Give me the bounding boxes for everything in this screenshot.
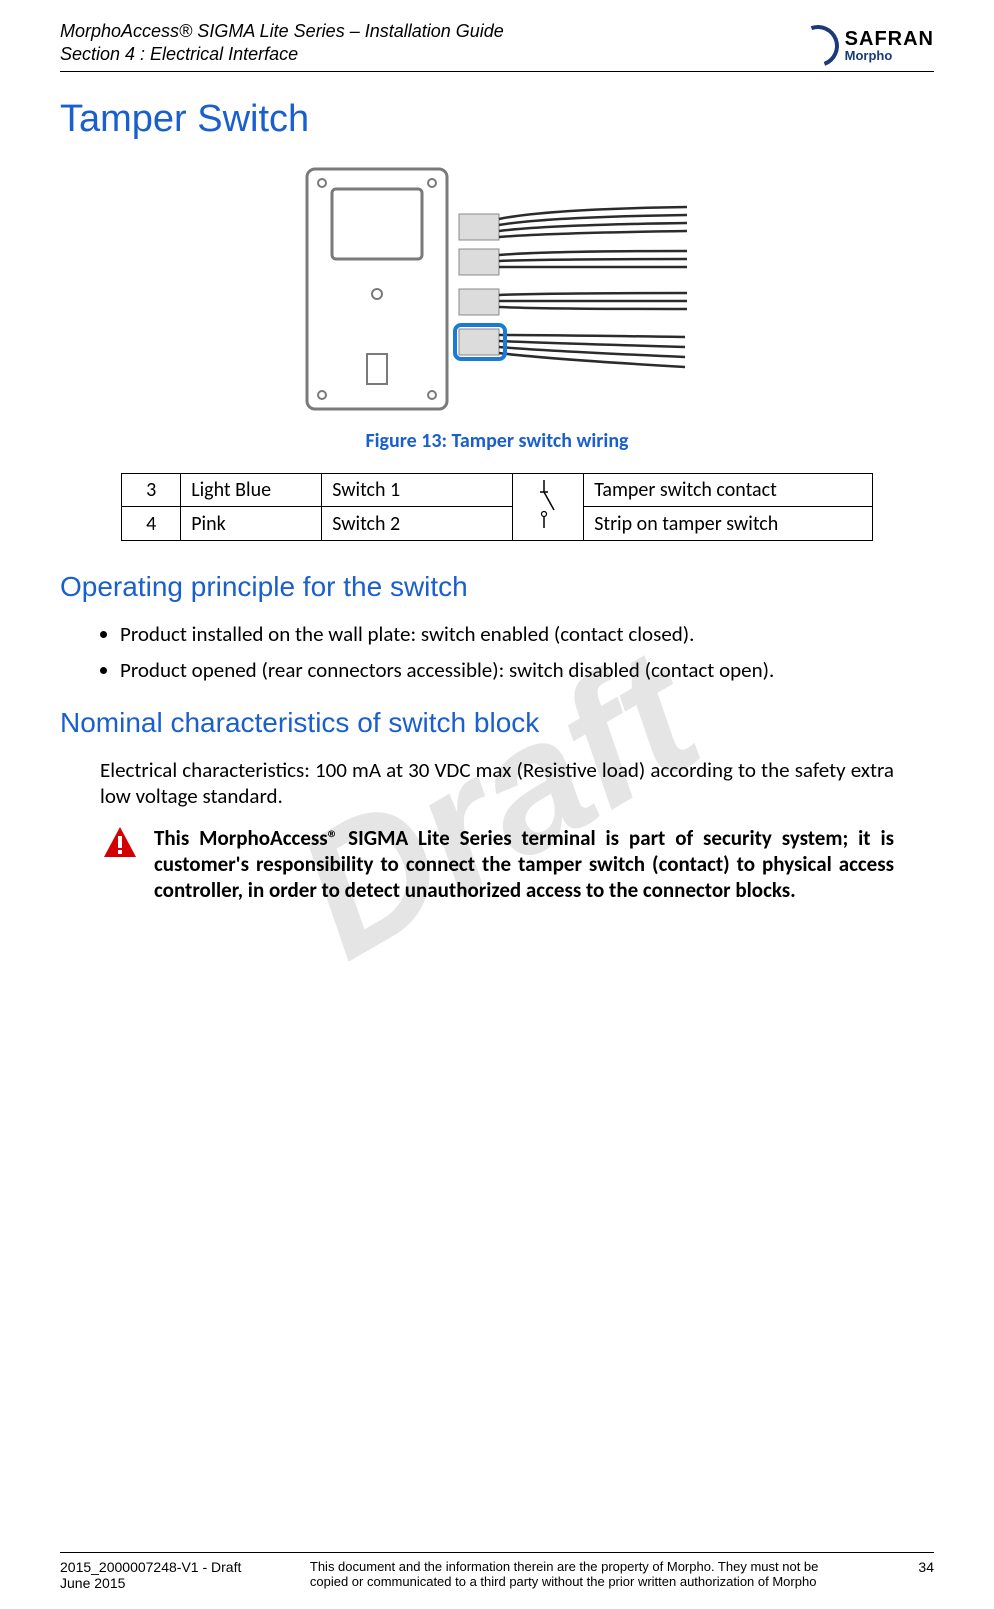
operating-heading: Operating principle for the switch [60,571,934,603]
footer-date: June 2015 [60,1575,241,1591]
device-diagram-svg [287,159,707,419]
figure-caption: Figure 13: Tamper switch wiring [60,429,934,453]
wiring-diagram [60,159,934,419]
list-item: Product installed on the wall plate: swi… [120,621,934,647]
safran-logo: SAFRAN Morpho [797,25,934,67]
footer-legal: This document and the information therei… [310,1559,850,1589]
cell-color: Light Blue [181,473,322,507]
page-title: Tamper Switch [60,98,934,141]
cell-num: 4 [122,507,181,541]
footer-docref: 2015_2000007248-V1 - Draft [60,1559,241,1575]
list-item: Product opened (rear connectors accessib… [120,657,934,683]
cell-color: Pink [181,507,322,541]
doc-title: MorphoAccess® SIGMA Lite Series – Instal… [60,20,504,43]
nominal-heading: Nominal characteristics of switch block [60,707,934,739]
operating-bullets: Product installed on the wall plate: swi… [60,621,934,683]
logo-brand: SAFRAN [845,29,934,49]
warning-icon [100,825,140,903]
warning-text: This MorphoAccess® SIGMA Lite Series ter… [154,825,894,903]
table-row: 3 Light Blue Switch 1 Tamper switch cont… [122,473,873,507]
footer-page-number: 34 [918,1559,934,1575]
logo-swoosh-icon [790,18,846,74]
switch-symbol-icon [532,478,564,530]
logo-subbrand: Morpho [845,49,934,62]
cell-pin: Switch 2 [322,507,513,541]
switch-symbol-cell [513,473,584,540]
warning-block: This MorphoAccess® SIGMA Lite Series ter… [100,825,894,903]
cell-pin: Switch 1 [322,473,513,507]
cell-desc: Tamper switch contact [584,473,873,507]
table-row: 4 Pink Switch 2 Strip on tamper switch [122,507,873,541]
footer-left: 2015_2000007248-V1 - Draft June 2015 [60,1559,241,1591]
page-header: MorphoAccess® SIGMA Lite Series – Instal… [60,20,934,72]
section-label: Section 4 : Electrical Interface [60,43,504,66]
wiring-table: 3 Light Blue Switch 1 Tamper switch cont… [121,473,873,541]
page-footer: 2015_2000007248-V1 - Draft June 2015 Thi… [60,1552,934,1591]
cell-desc: Strip on tamper switch [584,507,873,541]
nominal-text: Electrical characteristics: 100 mA at 30… [100,757,894,809]
cell-num: 3 [122,473,181,507]
